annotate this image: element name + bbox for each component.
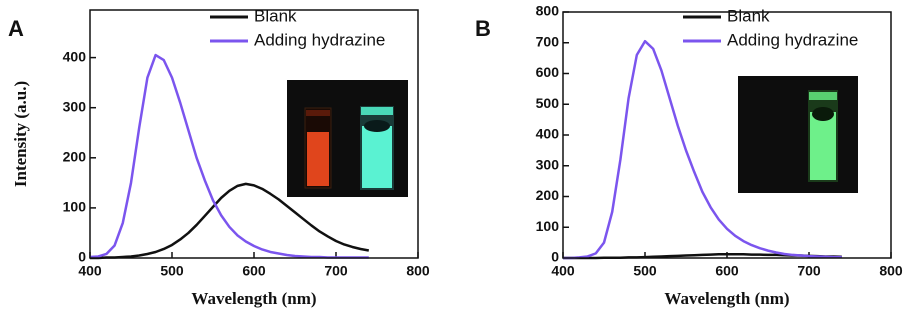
y-tick-label: 200 <box>536 187 560 203</box>
x-axis-label: Wavelength (nm) <box>191 289 316 308</box>
y-tick-label: 100 <box>536 218 560 234</box>
series-line <box>89 53 369 259</box>
series-line <box>563 39 842 260</box>
y-tick-label: 400 <box>536 126 560 142</box>
y-tick-label: 700 <box>536 33 560 49</box>
legend-label: Blank <box>254 6 297 25</box>
panel-label: A <box>8 16 24 41</box>
x-tick-label: 400 <box>551 263 575 279</box>
y-tick-label: 100 <box>63 199 87 215</box>
inset-photo-a <box>287 80 408 197</box>
y-tick-label: 300 <box>536 156 560 172</box>
x-axis-label: Wavelength (nm) <box>664 289 789 308</box>
y-tick-label: 0 <box>78 249 86 265</box>
legend-label: Adding hydrazine <box>727 30 858 49</box>
x-tick-label: 500 <box>633 263 657 279</box>
plot-frame <box>562 11 892 259</box>
x-tick-label: 700 <box>324 263 348 279</box>
y-tick-label: 800 <box>536 3 560 19</box>
panel-label: B <box>475 16 491 41</box>
y-axis-label: Intensity (a.u.) <box>11 81 30 187</box>
inset-photo-b <box>738 76 858 193</box>
x-tick-label: 800 <box>879 263 903 279</box>
x-tick-label: 600 <box>242 263 266 279</box>
y-tick-label: 500 <box>536 95 560 111</box>
x-tick-label: 400 <box>78 263 102 279</box>
series-line <box>90 182 370 260</box>
y-tick-label: 0 <box>551 249 559 265</box>
x-tick-label: 600 <box>715 263 739 279</box>
legend-label: Adding hydrazine <box>254 30 385 49</box>
y-tick-label: 600 <box>536 64 560 80</box>
y-tick-label: 400 <box>63 48 87 64</box>
y-tick-label: 300 <box>63 98 87 114</box>
legend-label: Blank <box>727 6 770 25</box>
x-tick-label: 700 <box>797 263 821 279</box>
plot-frame <box>89 9 419 259</box>
x-tick-label: 800 <box>406 263 430 279</box>
y-tick-label: 200 <box>63 149 87 165</box>
x-tick-label: 500 <box>160 263 184 279</box>
